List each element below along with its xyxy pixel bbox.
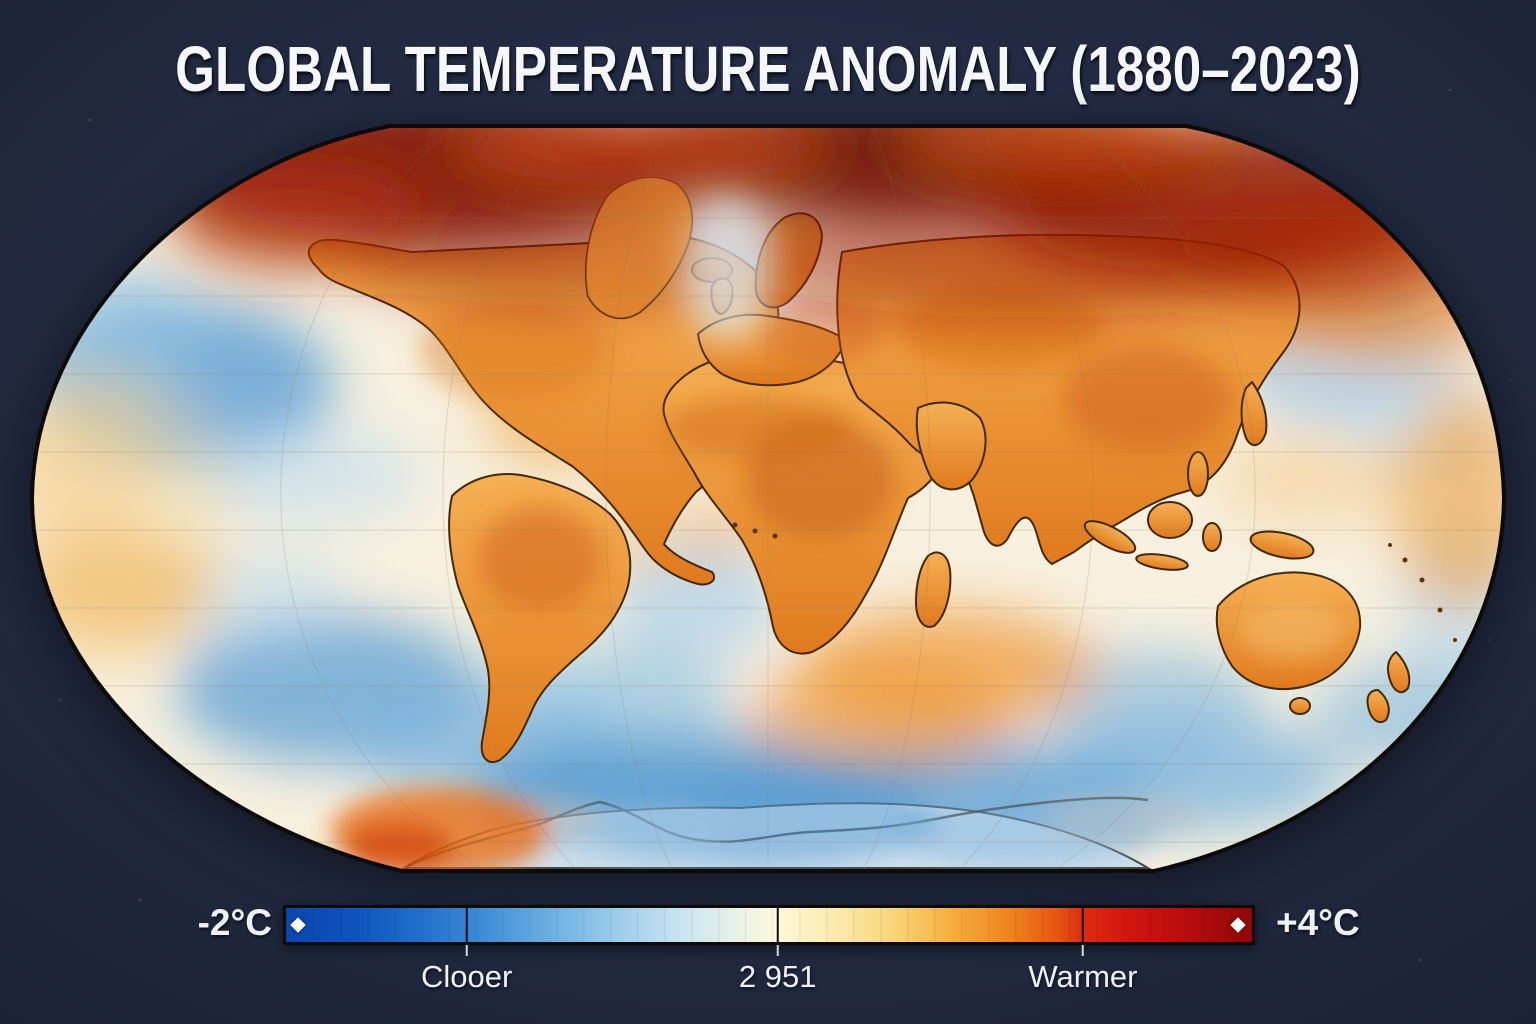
- colorbar-divider: [1081, 908, 1085, 942]
- island-specks: [732, 522, 1457, 642]
- colorbar-ticks: Clooer 2 951 Warmer: [286, 945, 1252, 997]
- colorbar-tick-label: Clooer: [420, 959, 513, 994]
- colorbar-divider: [776, 908, 779, 942]
- colorbar-tickmark: [1081, 945, 1085, 956]
- colorbar-step-texture: [286, 908, 1252, 942]
- graticule: [32, 126, 1504, 871]
- colorbar-tickmark: [776, 945, 779, 956]
- map-outline: [29, 124, 1507, 873]
- colorbar-tick-label: Warmer: [1028, 959, 1138, 994]
- page-title: GLOBAL TEMPERATURE ANOMALY (1880–2023): [0, 33, 1536, 105]
- greenland-highlight: [586, 177, 692, 319]
- colorbar-divider: [465, 908, 468, 942]
- colorbar-tickmark: [465, 945, 468, 956]
- map-interior: [32, 126, 1504, 871]
- colorbar-gradient: [283, 905, 1255, 945]
- colorbar-min-label: -2°C: [197, 902, 272, 943]
- colorbar-tick-label: 2 951: [738, 959, 817, 994]
- north-atlantic-gap: [681, 196, 773, 340]
- colorbar-max-label: +4°C: [1276, 902, 1360, 943]
- page-title-text: GLOBAL TEMPERATURE ANOMALY (1880–2023): [175, 33, 1361, 105]
